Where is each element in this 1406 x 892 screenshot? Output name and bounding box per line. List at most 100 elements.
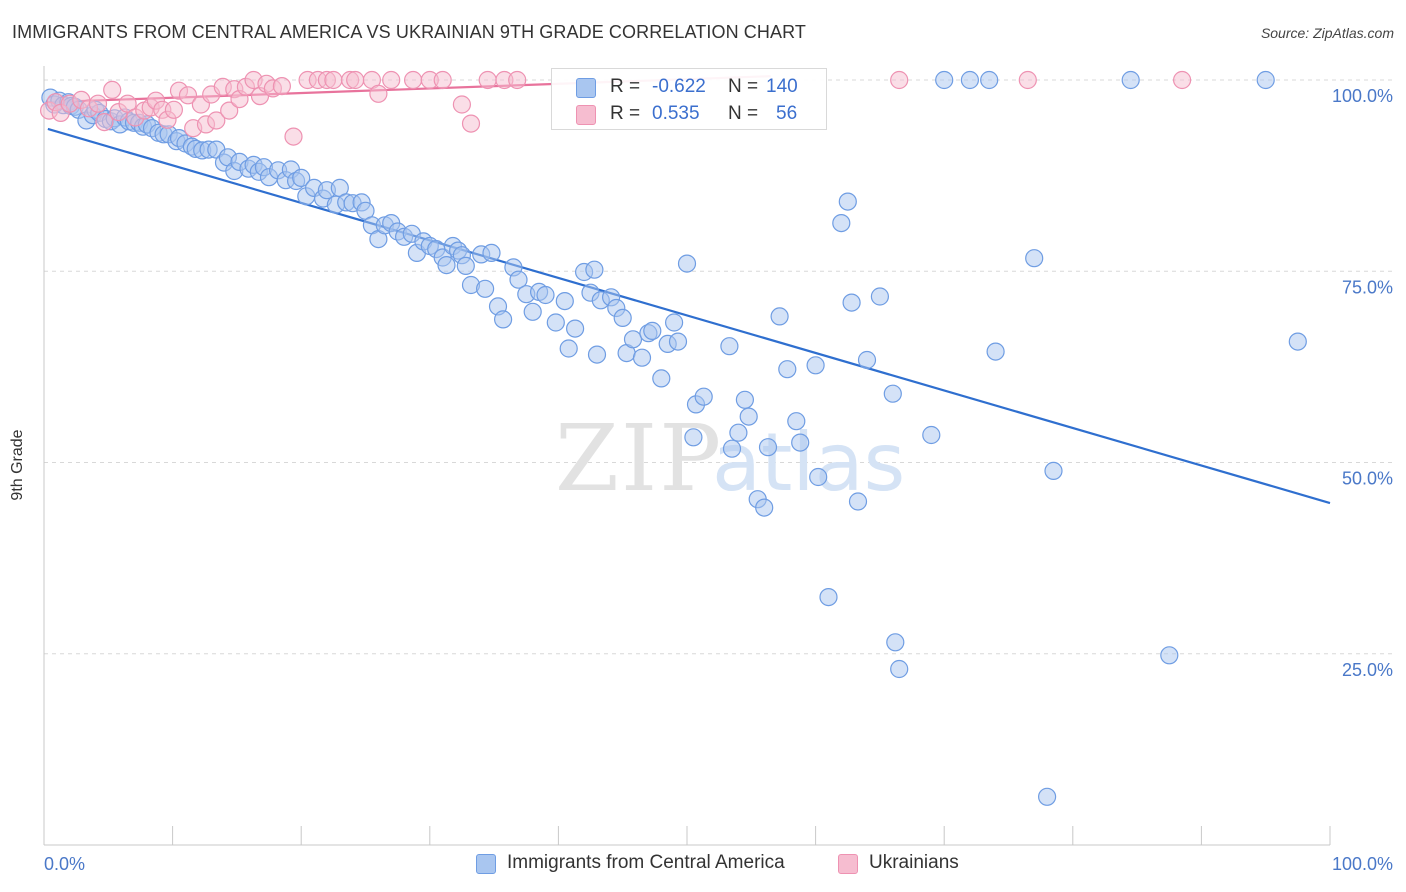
stats-n-value: 56: [776, 103, 798, 124]
data-point-blue: [986, 342, 1005, 361]
data-point-blue: [476, 279, 495, 298]
trend-line-blue: [47, 127, 1331, 505]
data-point-blue: [770, 307, 789, 326]
data-point-blue: [668, 332, 688, 351]
data-point-blue: [664, 313, 684, 332]
stats-n-label: N =: [728, 103, 759, 124]
data-point-blue: [720, 337, 739, 356]
stats-r-value: 0.535: [652, 103, 700, 124]
data-point-blue: [1037, 787, 1057, 806]
data-point-blue: [870, 287, 890, 306]
data-point-blue: [735, 390, 755, 409]
data-point-pink: [118, 94, 137, 113]
x-tick-label: 100.0%: [1332, 854, 1393, 874]
data-point-blue: [677, 254, 697, 273]
data-point-pink: [207, 111, 226, 130]
y-tick-label: 100.0%: [1332, 86, 1393, 106]
data-point-blue: [819, 587, 838, 607]
y-tick-label: 75.0%: [1342, 277, 1393, 297]
stats-row-blue: R = -0.622 N = 140: [552, 73, 826, 101]
watermark-zip: ZIP: [555, 405, 723, 512]
axes: [43, 66, 1331, 846]
data-point-pink: [284, 127, 303, 146]
data-point-blue: [1160, 646, 1179, 665]
data-point-blue: [482, 243, 501, 262]
stats-box: R = -0.622 N = 140 R = 0.535 N = 56: [551, 68, 827, 130]
data-point-blue: [886, 633, 905, 652]
data-point-blue: [935, 70, 954, 90]
data-point-blue: [587, 345, 607, 364]
data-point-blue: [632, 348, 652, 367]
data-point-blue: [787, 412, 806, 431]
data-point-blue: [791, 433, 810, 452]
data-point-blue: [857, 350, 877, 370]
data-point-blue: [1288, 332, 1307, 351]
data-point-pink: [220, 101, 239, 120]
data-point-blue: [1044, 461, 1063, 480]
chart-title: IMMIGRANTS FROM CENTRAL AMERICA VS UKRAI…: [12, 22, 806, 42]
legend-swatch-pink: [838, 854, 858, 874]
stats-r-label: R =: [610, 103, 641, 124]
data-point-blue: [980, 70, 999, 90]
data-point-blue: [960, 70, 980, 90]
data-point-pink: [1172, 70, 1192, 90]
data-point-blue: [1256, 70, 1275, 90]
data-point-blue: [722, 439, 742, 458]
data-point-blue: [456, 256, 475, 275]
stats-n-value: 140: [766, 76, 798, 97]
data-point-blue: [623, 330, 643, 349]
data-point-pink: [433, 70, 452, 90]
stats-row-pink: R = 0.535 N = 56: [552, 100, 826, 128]
data-point-pink: [346, 70, 365, 90]
stats-swatch-pink: [576, 105, 596, 125]
data-point-blue: [922, 425, 941, 445]
y-axis-label: 9th Grade: [9, 429, 26, 501]
data-point-blue: [832, 214, 851, 233]
data-point-pink: [88, 94, 108, 113]
data-point-pink: [324, 70, 343, 90]
data-points: [39, 70, 1307, 806]
stats-r-label: R =: [610, 76, 641, 97]
data-point-blue: [546, 313, 565, 332]
data-point-blue: [778, 360, 797, 379]
data-point-pink: [95, 112, 114, 132]
data-point-blue: [555, 292, 574, 311]
data-point-blue: [883, 384, 902, 403]
source-credit: Source: ZipAtlas.com: [1260, 25, 1394, 41]
legend-label: Ukrainians: [869, 852, 959, 873]
legend-label: Immigrants from Central America: [507, 852, 785, 873]
data-point-blue: [694, 387, 713, 406]
data-point-blue: [536, 285, 555, 305]
data-point-blue: [842, 293, 861, 312]
data-point-blue: [848, 492, 868, 511]
legend-swatch-blue: [476, 854, 496, 874]
data-point-blue: [684, 428, 703, 447]
data-point-blue: [565, 319, 585, 338]
data-point-pink: [452, 95, 471, 114]
y-tick-label: 50.0%: [1342, 469, 1393, 489]
data-point-blue: [613, 308, 632, 327]
data-point-blue: [1121, 70, 1140, 90]
stats-n-label: N =: [728, 76, 759, 97]
data-point-pink: [508, 70, 527, 90]
data-point-blue: [1025, 249, 1044, 268]
series-blue: [41, 70, 1307, 806]
data-point-blue: [758, 438, 778, 457]
series-pink: [39, 70, 1192, 146]
data-point-pink: [1018, 70, 1037, 90]
stats-r-value: -0.622: [652, 76, 706, 97]
data-point-blue: [755, 498, 774, 517]
x-tick-label: 0.0%: [44, 854, 85, 874]
data-point-pink: [272, 76, 291, 96]
data-point-pink: [478, 70, 497, 90]
data-point-pink: [404, 70, 423, 90]
data-point-blue: [643, 321, 662, 340]
data-point-pink: [369, 84, 388, 103]
data-point-pink: [461, 114, 481, 133]
watermark: ZIP atlas: [555, 405, 905, 512]
data-point-blue: [890, 659, 909, 679]
chart-legend: Immigrants from Central America Ukrainia…: [0, 851, 1406, 877]
data-point-blue: [509, 270, 528, 289]
data-point-blue: [523, 302, 542, 321]
